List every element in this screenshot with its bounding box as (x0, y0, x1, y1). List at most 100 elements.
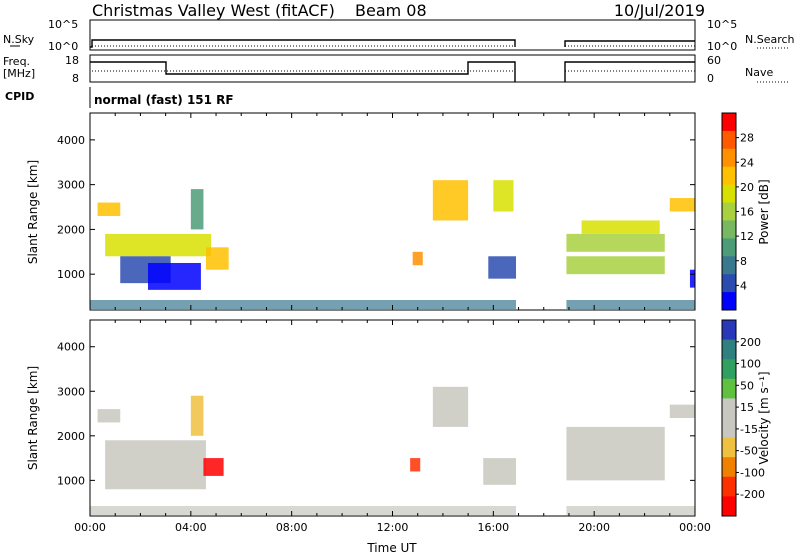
power-ylabel: Slant Range [km] (26, 160, 40, 264)
y-tick-label: 4000 (57, 341, 85, 354)
colorbar-tick-label: 8 (740, 255, 747, 268)
y-tick-label: 2000 (57, 430, 85, 443)
colorbar-segment (722, 256, 736, 275)
y-tick-label: 2000 (57, 223, 85, 236)
colorbar-segment (722, 320, 736, 341)
colorbar-segment (722, 437, 736, 458)
y-tick-label: 1000 (57, 474, 85, 487)
data-region (190, 395, 204, 436)
colorbar-segment (722, 202, 736, 221)
data-region (581, 220, 660, 234)
freq-tick-top: 18 (65, 54, 79, 67)
data-region (147, 262, 201, 290)
ground-scatter-band (90, 506, 517, 515)
colorbar-segment (722, 292, 736, 311)
colorbar-frame (721, 319, 737, 517)
colorbar-segment (722, 113, 736, 132)
y-tick-label: 1000 (57, 268, 85, 281)
x-axis-label: Time UT (366, 541, 417, 554)
nave-label: Nave (745, 66, 773, 79)
data-region (105, 440, 206, 490)
colorbar-tick-label: -200 (740, 488, 765, 501)
freq-unit-label: [MHz] (3, 67, 35, 80)
colorbar-tick-label: -15 (740, 423, 758, 436)
nsky-trace (90, 39, 695, 48)
data-region (566, 426, 665, 481)
colorbar-segment (722, 130, 736, 150)
data-region (105, 233, 211, 257)
freq-label: Freq. (3, 55, 30, 68)
freq-panel-frame (89, 54, 696, 83)
nsky-label: N.Sky (3, 33, 35, 46)
y-tick-label: 3000 (57, 385, 85, 398)
colorbar-segment (722, 378, 736, 399)
colorbar-tick-label: 24 (740, 156, 754, 169)
colorbar-segment (722, 220, 736, 239)
colorbar-segment (722, 238, 736, 257)
power-colorbar-label: Power [dB] (757, 179, 771, 244)
velocity-panel: 1000 2000 3000 4000 00:00 04:00 08:00 12:00 16:0… (57, 319, 765, 534)
colorbar-segment (722, 398, 736, 419)
colorbar-tick-label: 16 (740, 206, 754, 219)
nave-tick-bottom: 0 (707, 72, 714, 85)
data-region (97, 202, 121, 216)
data-region (432, 180, 469, 221)
data-region (410, 458, 421, 472)
colorbar-segment (722, 166, 736, 186)
x-tick-label: 00:00 (74, 521, 106, 534)
x-tick-label: 00:00 (679, 521, 711, 534)
data-region (488, 256, 517, 279)
power-panel: 1000 2000 3000 4000 28 24 20 16 12 8 4 (57, 112, 754, 311)
nsearch-label: N.Search (745, 33, 795, 46)
data-region (432, 386, 469, 427)
nave-tick-top: 60 (707, 54, 721, 67)
colorbar-tick-label: 50 (740, 379, 754, 392)
data-region (566, 256, 665, 275)
colorbar-segment (722, 418, 736, 439)
y-tick-label: 4000 (57, 134, 85, 147)
colorbar-tick-label: 15 (740, 401, 754, 414)
x-tick-label: 12:00 (377, 521, 409, 534)
data-region (97, 409, 121, 423)
nsky-panel-frame (89, 19, 696, 51)
freq-tick-bottom: 8 (72, 72, 79, 85)
data-region (493, 180, 514, 212)
freq-trace (90, 61, 695, 82)
data-region (669, 404, 695, 418)
colorbar-segment (722, 339, 736, 360)
y-tick-label: 3000 (57, 179, 85, 192)
colorbar-tick-label: 100 (740, 358, 761, 371)
colorbar-segment (722, 184, 736, 204)
colorbar-tick-label: 20 (740, 181, 754, 194)
colorbar-tick-label: -100 (740, 466, 765, 479)
data-region (566, 233, 665, 252)
data-region (412, 251, 423, 266)
data-region (205, 247, 229, 270)
ground-scatter-band (566, 506, 695, 515)
colorbar-segment (722, 457, 736, 478)
colorbar-segment (722, 148, 736, 168)
data-region (190, 189, 204, 230)
cpid-label: CPID (5, 90, 34, 103)
colorbar-segment (722, 476, 736, 497)
date-label: 10/Jul/2019 (614, 1, 705, 20)
velocity-colorbar-label: Velocity [m s⁻¹] (757, 371, 771, 464)
beam-label: Beam 08 (355, 1, 427, 20)
colorbar-tick-label: -50 (740, 445, 758, 458)
colorbar-tick-label: 200 (740, 336, 761, 349)
x-tick-label: 16:00 (477, 521, 509, 534)
data-region (689, 269, 695, 288)
colorbar-tick-label: 4 (740, 279, 747, 292)
nsky-tick-top: 10^5 (48, 18, 78, 31)
station-title: Christmas Valley West (fitACF) (92, 1, 335, 20)
colorbar-tick-label: 12 (740, 230, 754, 243)
nsearch-tick-bottom: 10^0 (707, 40, 737, 53)
data-region (669, 198, 695, 212)
data-region (483, 458, 517, 485)
velocity-ylabel: Slant Range [km] (26, 366, 40, 470)
x-tick-label: 20:00 (578, 521, 610, 534)
cpid-text: normal (fast) 151 RF (94, 93, 234, 107)
nsearch-tick-top: 10^5 (707, 18, 737, 31)
x-tick-label: 08:00 (276, 521, 308, 534)
